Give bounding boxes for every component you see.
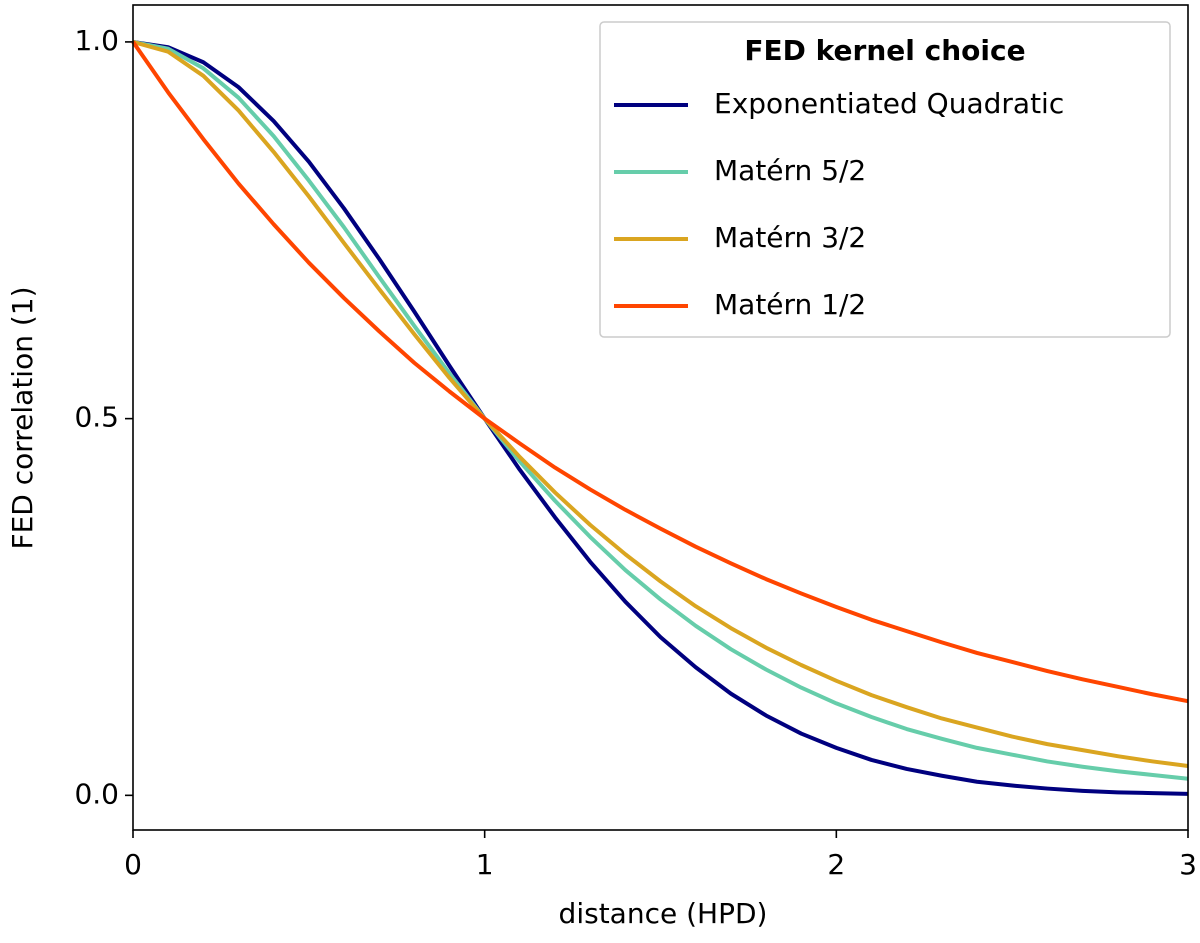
y-tick-label: 0.0 <box>74 777 119 810</box>
legend-title: FED kernel choice <box>744 34 1025 67</box>
legend-label: Matérn 1/2 <box>714 288 866 321</box>
x-tick-label: 3 <box>1179 848 1197 881</box>
x-tick-label: 2 <box>827 848 845 881</box>
x-tick-label: 1 <box>476 848 494 881</box>
plot-frame <box>132 4 1189 831</box>
x-axis-label: distance (HPD) <box>559 897 768 930</box>
legend: FED kernel choice Exponentiated Quadratic… <box>599 21 1171 338</box>
legend-label: Matérn 3/2 <box>714 221 866 254</box>
y-axis-label: FED correlation (1) <box>6 286 39 549</box>
series-line <box>132 39 1189 768</box>
legend-box <box>599 21 1171 338</box>
series-line <box>132 39 1189 796</box>
y-tick-label: 0.5 <box>74 401 119 434</box>
legend-label: Exponentiated Quadratic <box>714 87 1064 120</box>
series-line <box>132 39 1189 781</box>
legend-label: Matérn 5/2 <box>714 154 866 187</box>
x-tick-label: 0 <box>124 848 142 881</box>
series-line <box>131 40 1189 704</box>
y-tick-label: 1.0 <box>74 24 119 57</box>
